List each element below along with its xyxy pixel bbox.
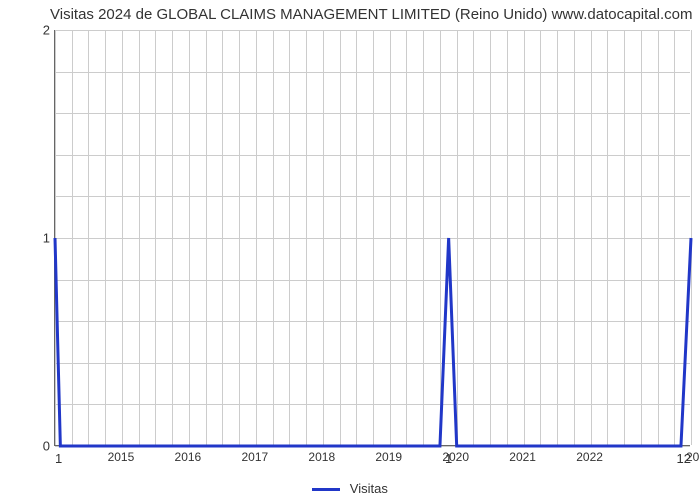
y-tick-label: 1 [10,231,50,246]
legend: Visitas [0,481,700,496]
y-tick-label: 0 [10,439,50,454]
x-tick-label: 2019 [375,450,402,464]
data-point-label: 1 [55,451,62,466]
legend-swatch [312,488,340,491]
x-tick-label: 2022 [576,450,603,464]
x-tick-label: 202 [686,450,700,464]
x-tick-label: 2018 [308,450,335,464]
x-tick-label: 2020 [442,450,469,464]
plot-area: 1112 [54,30,690,446]
legend-label: Visitas [350,481,388,496]
grid-line-v [691,30,692,445]
x-tick-label: 2015 [108,450,135,464]
x-tick-label: 2016 [175,450,202,464]
x-tick-label: 2021 [509,450,536,464]
visits-chart: Visitas 2024 de GLOBAL CLAIMS MANAGEMENT… [0,0,700,500]
chart-title: Visitas 2024 de GLOBAL CLAIMS MANAGEMENT… [50,6,700,23]
x-tick-label: 2017 [241,450,268,464]
y-tick-label: 2 [10,23,50,38]
series-line [55,30,690,445]
